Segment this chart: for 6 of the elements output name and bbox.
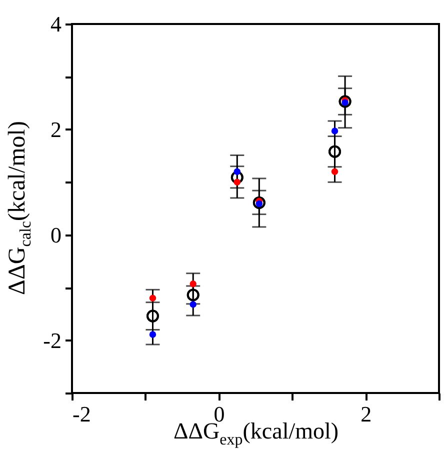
y-tick-label: -2 (43, 328, 62, 353)
y-tick-label: 4 (50, 12, 62, 36)
x-tick-label: 2 (360, 402, 372, 426)
y-tick-label: 2 (50, 116, 62, 142)
y-tick-label: 0 (50, 222, 62, 248)
x-tick-label: -2 (72, 402, 91, 426)
